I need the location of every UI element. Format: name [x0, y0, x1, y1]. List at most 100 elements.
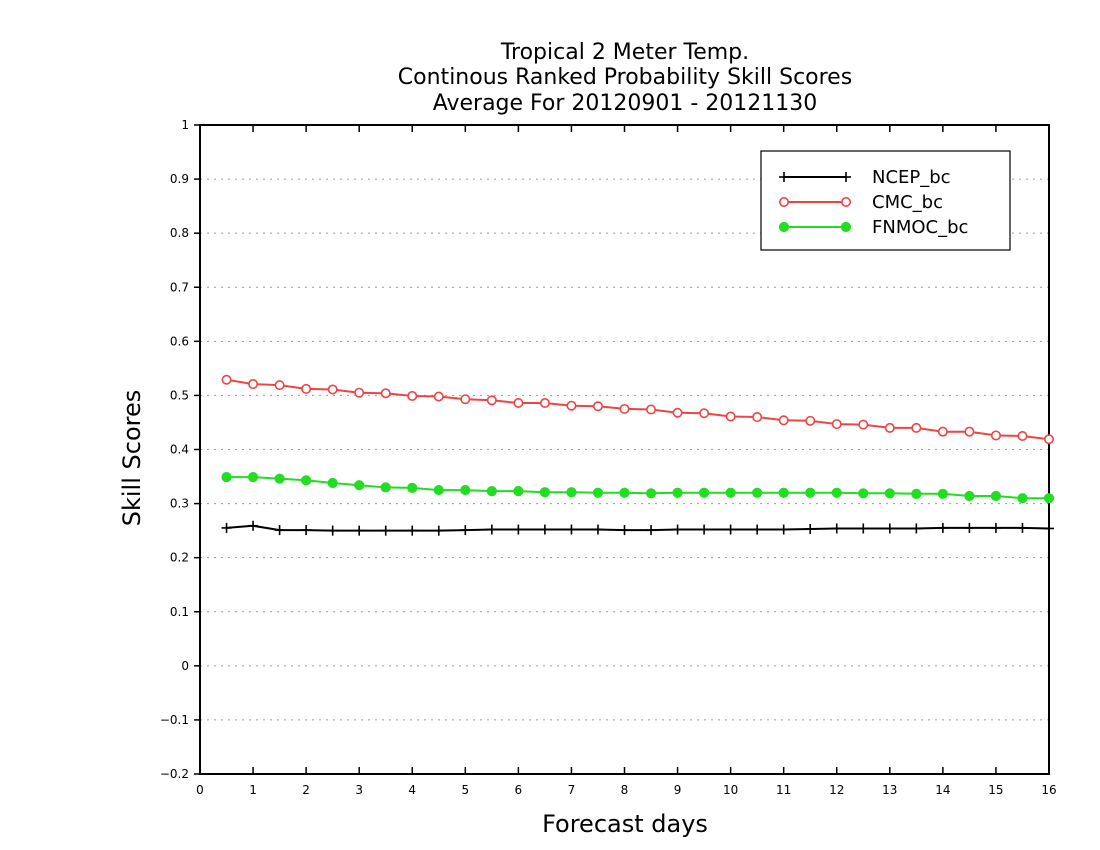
series-cmc_bc — [221, 374, 1055, 445]
data-point-fnmoc_bc — [698, 487, 710, 498]
data-point-ncep_bc — [380, 525, 391, 536]
x-tick-label: 9 — [674, 783, 682, 797]
legend-label-ncep_bc: NCEP_bc — [872, 167, 951, 188]
y-tick-label: 0.8 — [170, 226, 189, 240]
y-tick-label: 0.6 — [170, 334, 189, 348]
x-tick-label: 1 — [249, 783, 257, 797]
data-point-fnmoc_bc — [274, 473, 285, 484]
data-point-cmc_bc — [937, 426, 948, 437]
data-point-fnmoc_bc — [327, 477, 338, 489]
data-point-cmc_bc — [911, 422, 922, 433]
legend-marker-fnmoc_bc — [778, 221, 790, 233]
x-tick-label: 7 — [568, 783, 576, 797]
x-tick-label: 5 — [461, 783, 469, 797]
x-tick-label: 3 — [355, 783, 363, 797]
data-point-cmc_bc — [433, 391, 444, 402]
x-tick-label: 8 — [621, 783, 629, 797]
data-point-cmc_bc — [460, 394, 471, 405]
data-point-fnmoc_bc — [672, 487, 683, 498]
data-point-fnmoc_bc — [513, 486, 524, 497]
series-fnmoc_bc — [221, 471, 1055, 504]
x-tick-label: 14 — [935, 783, 950, 797]
data-point-cmc_bc — [566, 400, 577, 411]
data-point-fnmoc_bc — [778, 487, 789, 498]
data-point-fnmoc_bc — [805, 487, 816, 498]
data-point-cmc_bc — [592, 401, 603, 412]
x-tick-label: 0 — [196, 783, 204, 797]
data-point-ncep_bc — [486, 524, 497, 535]
data-point-ncep_bc — [858, 523, 869, 534]
legend-entry-fnmoc_bc: FNMOC_bc — [778, 217, 968, 238]
data-point-fnmoc_bc — [725, 487, 736, 498]
y-tick-label: 0 — [181, 659, 189, 673]
data-point-ncep_bc — [1017, 522, 1028, 533]
data-point-ncep_bc — [672, 524, 683, 535]
legend-entry-ncep_bc: NCEP_bc — [779, 167, 951, 188]
data-point-ncep_bc — [831, 523, 842, 534]
data-point-ncep_bc — [778, 524, 789, 535]
data-point-cmc_bc — [672, 407, 683, 418]
x-tick-label: 2 — [302, 783, 310, 797]
legend-marker-fnmoc_bc — [840, 221, 852, 233]
data-point-fnmoc_bc — [884, 488, 895, 499]
legend-label-cmc_bc: CMC_bc — [872, 192, 943, 213]
x-tick-label: 6 — [515, 783, 523, 797]
data-point-ncep_bc — [699, 524, 710, 535]
data-point-cmc_bc — [301, 383, 312, 394]
y-axis-title: Skill Scores — [118, 390, 146, 527]
data-point-fnmoc_bc — [831, 487, 842, 498]
y-tick-label: 0.9 — [170, 172, 189, 186]
data-point-ncep_bc — [646, 525, 657, 536]
data-point-fnmoc_bc — [407, 482, 418, 493]
data-point-fnmoc_bc — [858, 488, 869, 499]
data-point-cmc_bc — [539, 397, 550, 408]
y-tick-label: 0.1 — [170, 605, 189, 619]
data-point-ncep_bc — [354, 525, 365, 536]
data-point-fnmoc_bc — [460, 484, 471, 496]
data-point-fnmoc_bc — [592, 487, 604, 498]
data-point-ncep_bc — [911, 523, 922, 534]
data-point-fnmoc_bc — [433, 484, 444, 496]
x-tick-label: 11 — [776, 783, 791, 797]
data-point-fnmoc_bc — [539, 487, 551, 498]
legend-marker-ncep_bc — [841, 172, 851, 182]
data-point-ncep_bc — [619, 525, 630, 536]
series-line-cmc_bc — [226, 378, 1050, 441]
chart-title-line-1: Tropical 2 Meter Temp. — [500, 40, 749, 65]
data-point-cmc_bc — [831, 419, 842, 430]
data-point-cmc_bc — [646, 404, 657, 415]
data-point-cmc_bc — [486, 395, 497, 406]
y-tick-label: 0.4 — [170, 443, 189, 457]
y-tick-label: 0.5 — [170, 388, 189, 402]
legend-marker-ncep_bc — [779, 172, 789, 182]
legend-marker-cmc_bc — [840, 197, 851, 208]
data-point-fnmoc_bc — [752, 487, 763, 498]
data-point-ncep_bc — [327, 525, 338, 536]
data-point-cmc_bc — [778, 415, 789, 426]
data-point-cmc_bc — [964, 426, 975, 437]
data-point-fnmoc_bc — [1043, 493, 1055, 504]
data-point-ncep_bc — [274, 525, 285, 536]
x-axis-title: Forecast days — [542, 810, 708, 838]
data-point-ncep_bc — [221, 522, 232, 533]
data-point-fnmoc_bc — [380, 482, 391, 493]
y-tick-label: 1 — [181, 118, 189, 132]
y-tick-label: −0.2 — [160, 767, 189, 781]
x-tick-label: 13 — [882, 783, 897, 797]
data-point-ncep_bc — [460, 525, 471, 536]
data-point-ncep_bc — [990, 522, 1001, 533]
data-point-cmc_bc — [1044, 434, 1055, 445]
data-point-ncep_bc — [1044, 523, 1054, 534]
data-point-cmc_bc — [699, 408, 710, 419]
y-tick-label: 0.7 — [170, 280, 189, 294]
data-point-fnmoc_bc — [301, 475, 312, 486]
legend-box — [760, 150, 1011, 251]
data-point-cmc_bc — [805, 415, 816, 426]
data-point-ncep_bc — [566, 524, 577, 535]
series-line-fnmoc_bc — [226, 476, 1049, 500]
grid-lines — [200, 178, 1049, 721]
x-tick-label: 10 — [723, 783, 738, 797]
data-point-ncep_bc — [805, 524, 816, 535]
